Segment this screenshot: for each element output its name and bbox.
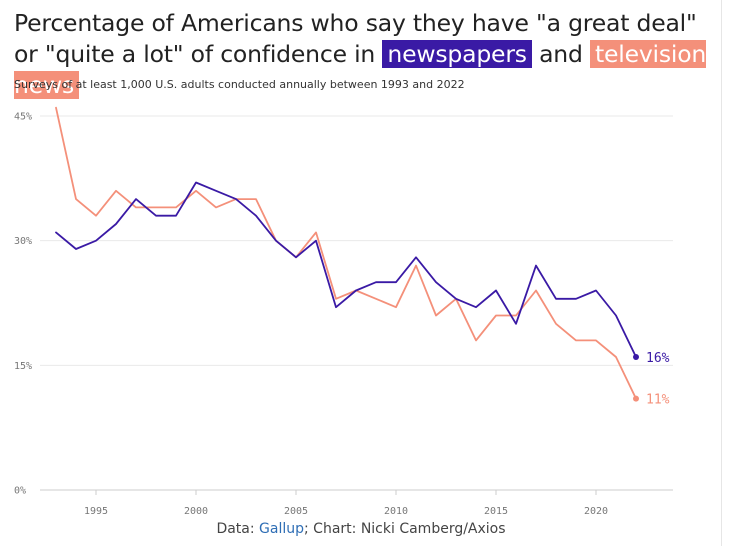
source-note: Data: Gallup; Chart: Nicki Camberg/Axios [0, 521, 722, 537]
series-line-television [55, 106, 637, 400]
chart-title: Percentage of Americans who say they hav… [14, 8, 714, 101]
x-tick-label: 2020 [584, 506, 608, 517]
title-and: and [531, 40, 590, 68]
title-highlight-newspapers: newspapers [382, 40, 532, 68]
series-lines [55, 106, 639, 402]
x-tick-label: 2000 [184, 506, 208, 517]
chart-subtitle: Surveys of at least 1,000 U.S. adults co… [14, 78, 465, 91]
x-tick-label: 1995 [84, 506, 108, 517]
source-prefix: Data: [216, 521, 260, 537]
x-tick-label: 2010 [384, 506, 408, 517]
end-point-television [633, 395, 639, 402]
end-label-newspapers: 16% [646, 351, 670, 366]
series-line-newspapers [55, 181, 637, 358]
x-tick-labels: 1995 2000 2005 2010 2015 2020 [84, 506, 608, 517]
y-tick-label: 0% [14, 486, 26, 497]
right-divider [721, 0, 722, 546]
end-labels: 11% 16% [646, 351, 670, 408]
y-tick-label: 30% [14, 236, 32, 247]
y-tick-labels: 0% 15% 30% 45% [14, 112, 32, 497]
end-point-newspapers [633, 354, 639, 361]
y-tick-label: 45% [14, 112, 32, 123]
grid-lines [40, 115, 673, 495]
end-label-television: 11% [646, 393, 670, 408]
title-text: Percentage of Americans who say they hav… [14, 9, 697, 68]
source-suffix: ; Chart: Nicki Camberg/Axios [304, 521, 506, 537]
x-tick-label: 2005 [284, 506, 308, 517]
source-link-gallup[interactable]: Gallup [259, 521, 305, 537]
x-tick-label: 2015 [484, 506, 508, 517]
y-tick-label: 15% [14, 361, 32, 372]
